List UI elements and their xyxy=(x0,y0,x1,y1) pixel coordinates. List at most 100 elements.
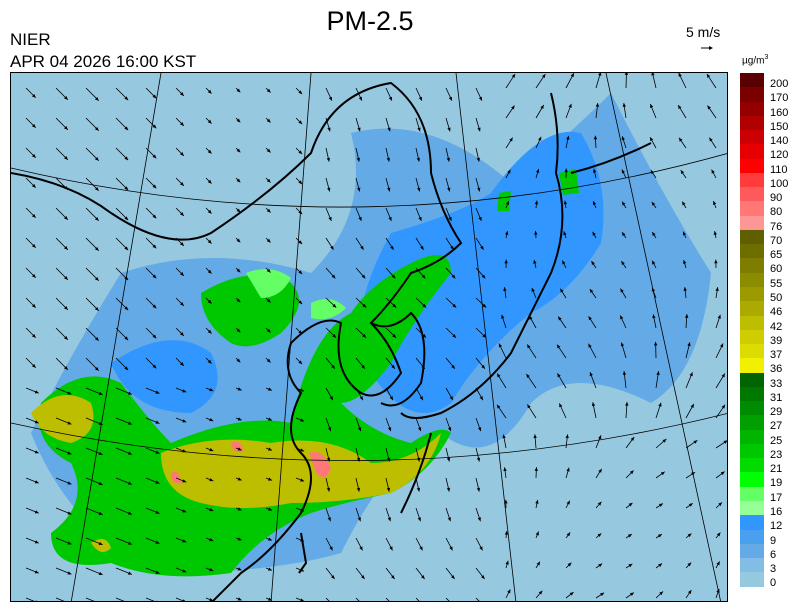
wind-arrowhead xyxy=(357,187,361,192)
wind-arrowhead xyxy=(566,467,570,472)
wind-arrowhead xyxy=(361,274,366,279)
wind-arrowhead xyxy=(127,451,132,455)
wind-arrowhead xyxy=(628,502,633,507)
wind-arrowhead xyxy=(450,245,454,250)
wind-arrow xyxy=(355,597,360,601)
wind-arrowhead xyxy=(182,509,187,513)
wind-arrowhead xyxy=(567,562,572,567)
wind-arrowhead xyxy=(558,316,562,321)
wind-arrowhead xyxy=(652,232,656,237)
legend-item: 36 xyxy=(740,358,799,375)
wind-arrowhead xyxy=(94,96,99,101)
wind-arrowhead xyxy=(477,427,482,432)
wind-arrowhead xyxy=(560,288,564,293)
wind-arrowhead xyxy=(598,468,602,473)
legend-swatch xyxy=(740,486,764,501)
wind-arrowhead xyxy=(94,216,99,221)
wind-arrowhead xyxy=(298,180,303,185)
wind-arrowhead xyxy=(124,336,129,341)
wind-arrowhead xyxy=(716,532,721,537)
wind-arrowhead xyxy=(180,362,184,366)
wind-arrowhead xyxy=(182,389,187,393)
legend-item: 0 xyxy=(740,572,799,589)
wind-arrowhead xyxy=(419,396,423,401)
wind-arrowhead xyxy=(505,201,509,205)
wind-arrowhead xyxy=(267,477,272,481)
wind-arrowhead xyxy=(236,208,241,213)
wind-arrowhead xyxy=(566,500,570,505)
wind-arrowhead xyxy=(180,332,184,336)
wind-arrowhead xyxy=(541,74,546,79)
legend-label: 6 xyxy=(770,548,777,561)
agency-label: NIER xyxy=(10,30,51,49)
wind-arrowhead xyxy=(684,314,689,318)
wind-arrowhead xyxy=(529,315,533,320)
wind-arrowhead xyxy=(630,436,635,441)
wind-arrowhead xyxy=(180,212,184,216)
wind-arrowhead xyxy=(600,592,605,597)
wind-arrowhead xyxy=(504,259,508,264)
wind-arrowhead xyxy=(683,287,687,291)
wind-arrowhead xyxy=(298,330,303,335)
legend-label: 19 xyxy=(770,477,783,490)
legend-item: 37 xyxy=(740,344,799,361)
legend-swatch xyxy=(740,386,764,402)
wind-arrowhead xyxy=(152,364,157,369)
wind-arrowhead xyxy=(64,216,68,220)
legend-swatch xyxy=(740,258,764,273)
wind-arrowhead xyxy=(127,421,132,425)
legend-swatch xyxy=(740,172,764,188)
wind-arrowhead xyxy=(326,457,331,462)
wind-arrowhead xyxy=(207,149,212,154)
wind-arrowhead xyxy=(451,575,455,580)
wind-arrowhead xyxy=(266,208,271,213)
legend-item: 200 xyxy=(740,73,799,90)
wind-arrowhead xyxy=(597,501,602,506)
legend-swatch xyxy=(740,158,764,173)
legend-swatch xyxy=(740,472,764,487)
wind-arrowhead xyxy=(713,200,717,205)
wind-arrowhead xyxy=(124,306,129,311)
concentration-light-green xyxy=(246,269,346,320)
wind-arrowhead xyxy=(124,216,129,221)
wind-arrowhead xyxy=(267,447,272,451)
wind-arrowhead xyxy=(650,137,654,142)
wind-arrowhead xyxy=(421,575,425,580)
wind-arrowhead xyxy=(267,567,272,571)
wind-arrowhead xyxy=(629,470,634,475)
wind-arrowhead xyxy=(447,187,451,192)
wind-arrowhead xyxy=(650,104,654,109)
wind-arrow xyxy=(385,597,390,601)
wind-arrowhead xyxy=(300,568,305,572)
wind-arrowhead xyxy=(207,299,212,304)
wind-arrowhead xyxy=(478,216,482,221)
legend-item: 150 xyxy=(740,115,799,132)
legend-swatch xyxy=(740,215,764,230)
wind-arrowhead xyxy=(715,287,719,292)
wind-arrowhead xyxy=(152,304,157,309)
wind-arrowhead xyxy=(361,575,365,580)
wind-arrowhead xyxy=(328,216,332,221)
wind-arrowhead xyxy=(94,186,99,191)
wind-arrowhead xyxy=(629,592,634,596)
wind-arrowhead xyxy=(237,387,242,391)
wind-arrowhead xyxy=(719,343,724,348)
wind-arrowhead xyxy=(300,508,305,512)
wind-arrowhead xyxy=(236,88,241,93)
wind-arrowhead xyxy=(534,230,538,235)
wind-arrowhead xyxy=(448,96,452,101)
concentration-mid-blue xyxy=(111,131,604,413)
wind-arrowhead xyxy=(449,396,453,401)
wind-arrowhead xyxy=(687,342,691,347)
wind-arrowhead xyxy=(182,569,187,573)
legend-swatch xyxy=(740,115,764,131)
legend-label: 76 xyxy=(770,220,783,233)
legend-item: 19 xyxy=(740,472,799,490)
wind-arrowhead xyxy=(152,94,157,99)
wind-arrowhead xyxy=(689,372,693,377)
legend-swatch xyxy=(740,187,764,202)
legend-item: 42 xyxy=(740,315,799,332)
legend-swatch xyxy=(740,458,764,473)
wind-arrowhead xyxy=(327,187,331,192)
wind-arrowhead xyxy=(94,306,99,311)
